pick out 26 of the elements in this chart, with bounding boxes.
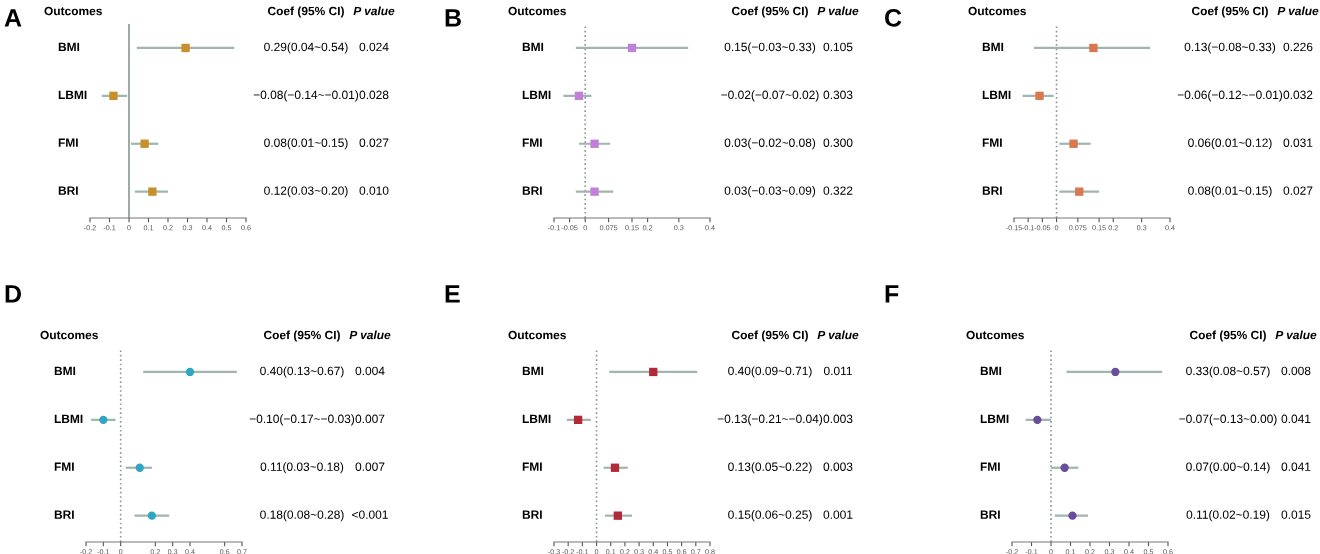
- point: [1111, 367, 1120, 377]
- chart-title: E: [445, 285, 460, 303]
- point: [148, 187, 157, 196]
- point: [1035, 91, 1044, 101]
- point: [1069, 139, 1078, 148]
- point: [181, 43, 190, 53]
- point: [1089, 43, 1098, 53]
- point: [1075, 187, 1084, 196]
- point: [135, 463, 144, 472]
- point: [1060, 463, 1069, 472]
- point: [649, 367, 658, 377]
- point: [613, 511, 622, 520]
- point: [140, 139, 149, 148]
- chart-title: F: [885, 285, 899, 303]
- point: [1033, 415, 1042, 425]
- point: [147, 511, 157, 520]
- point: [185, 367, 195, 377]
- point: [109, 91, 118, 101]
- chart-title: D: [5, 285, 21, 303]
- chart-title: B: [445, 9, 461, 27]
- chart-title: A: [4, 9, 22, 27]
- point: [99, 415, 108, 425]
- point: [610, 463, 620, 472]
- point: [1068, 511, 1077, 520]
- chart-title: C: [885, 9, 902, 27]
- point: [573, 415, 583, 425]
